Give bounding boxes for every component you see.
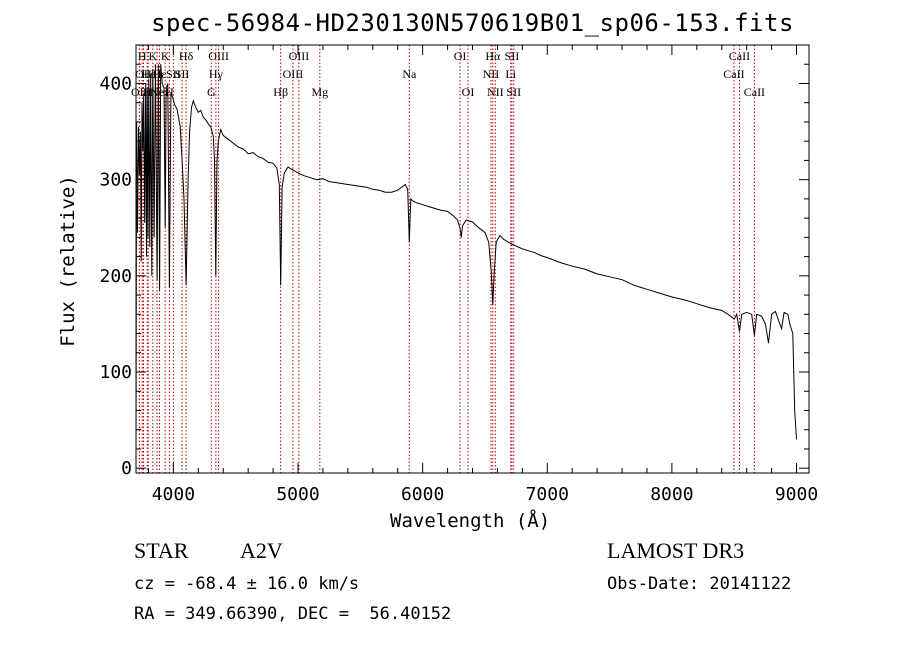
redshift-value: cz = -68.4 ± 16.0 km/s [134,574,360,594]
x-tick-label: 6000 [401,484,444,505]
line-label: OI [454,49,467,63]
line-label: SII [175,67,190,81]
line-label: OII [135,67,152,81]
x-tick-labels: 4000 5000 6000 7000 8000 9000 [152,484,819,505]
line-label: Hδ [179,49,194,63]
line-label: H [165,85,174,99]
line-label: SII [505,49,520,63]
line-label: Hε [141,67,155,81]
line-label: SII [166,67,181,81]
coordinates: RA = 349.66390, DEC = 56.40152 [134,604,452,624]
object-subclass: A2V [240,538,283,563]
line-label: Hα [485,49,501,63]
y-axis-label: Flux (relative) [57,175,79,347]
line-label: SII [506,85,521,99]
line-label: NII [483,67,500,81]
line-label: Li [505,67,516,81]
y-tick-label: 200 [99,266,132,287]
line-label: H [143,85,152,99]
line-label: OII [131,85,148,99]
object-class: STAR [134,538,189,563]
x-axis-label: Wavelength (Å) [390,510,551,532]
line-label: CaII [729,49,750,63]
obs-date: Obs-Date: 20141122 [607,574,792,594]
line-label: G [207,85,216,99]
x-tick-label: 9000 [775,484,818,505]
line-label: OI [462,85,475,99]
line-label: Hγ [209,67,224,81]
y-tick-labels: 0 100 200 300 400 [99,73,132,479]
line-label: OIII [208,49,229,63]
x-tick-label: 8000 [650,484,693,505]
line-label: Na [402,67,417,81]
emission-lines-layer [138,45,755,473]
line-label: Hε [153,67,167,81]
x-tick-label: 5000 [276,484,319,505]
line-label: OIII [283,67,304,81]
spectrum-line [135,64,797,459]
plot-frame [135,44,810,474]
line-label: NII [487,85,504,99]
line-label: Hβ [273,85,288,99]
y-tick-label: 400 [99,73,132,94]
x-tick-label: 4000 [152,484,195,505]
line-label: OIII [289,49,310,63]
line-label: Mg [311,85,328,99]
x-tick-label: 7000 [526,484,569,505]
line-labels-layer: OIIHOIIHHεKNeHεKHSIIHδSIIGHγOIIIHβOIIIOI… [131,49,765,99]
line-label: H [138,49,147,63]
line-label: CaII [744,85,765,99]
axis-ticks-layer [136,44,809,473]
line-label: Ne [150,85,164,99]
y-tick-label: 0 [121,458,132,479]
line-label: K [161,49,170,63]
chart-title: spec-56984-HD230130N570619B01_sp06-153.f… [151,9,794,37]
line-label: CaII [723,67,744,81]
survey-name: LAMOST DR3 [607,538,745,563]
y-tick-label: 100 [99,362,132,383]
y-tick-label: 300 [99,170,132,191]
line-label: K [148,49,157,63]
